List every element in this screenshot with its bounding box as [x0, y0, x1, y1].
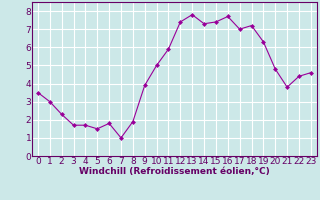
- X-axis label: Windchill (Refroidissement éolien,°C): Windchill (Refroidissement éolien,°C): [79, 167, 270, 176]
